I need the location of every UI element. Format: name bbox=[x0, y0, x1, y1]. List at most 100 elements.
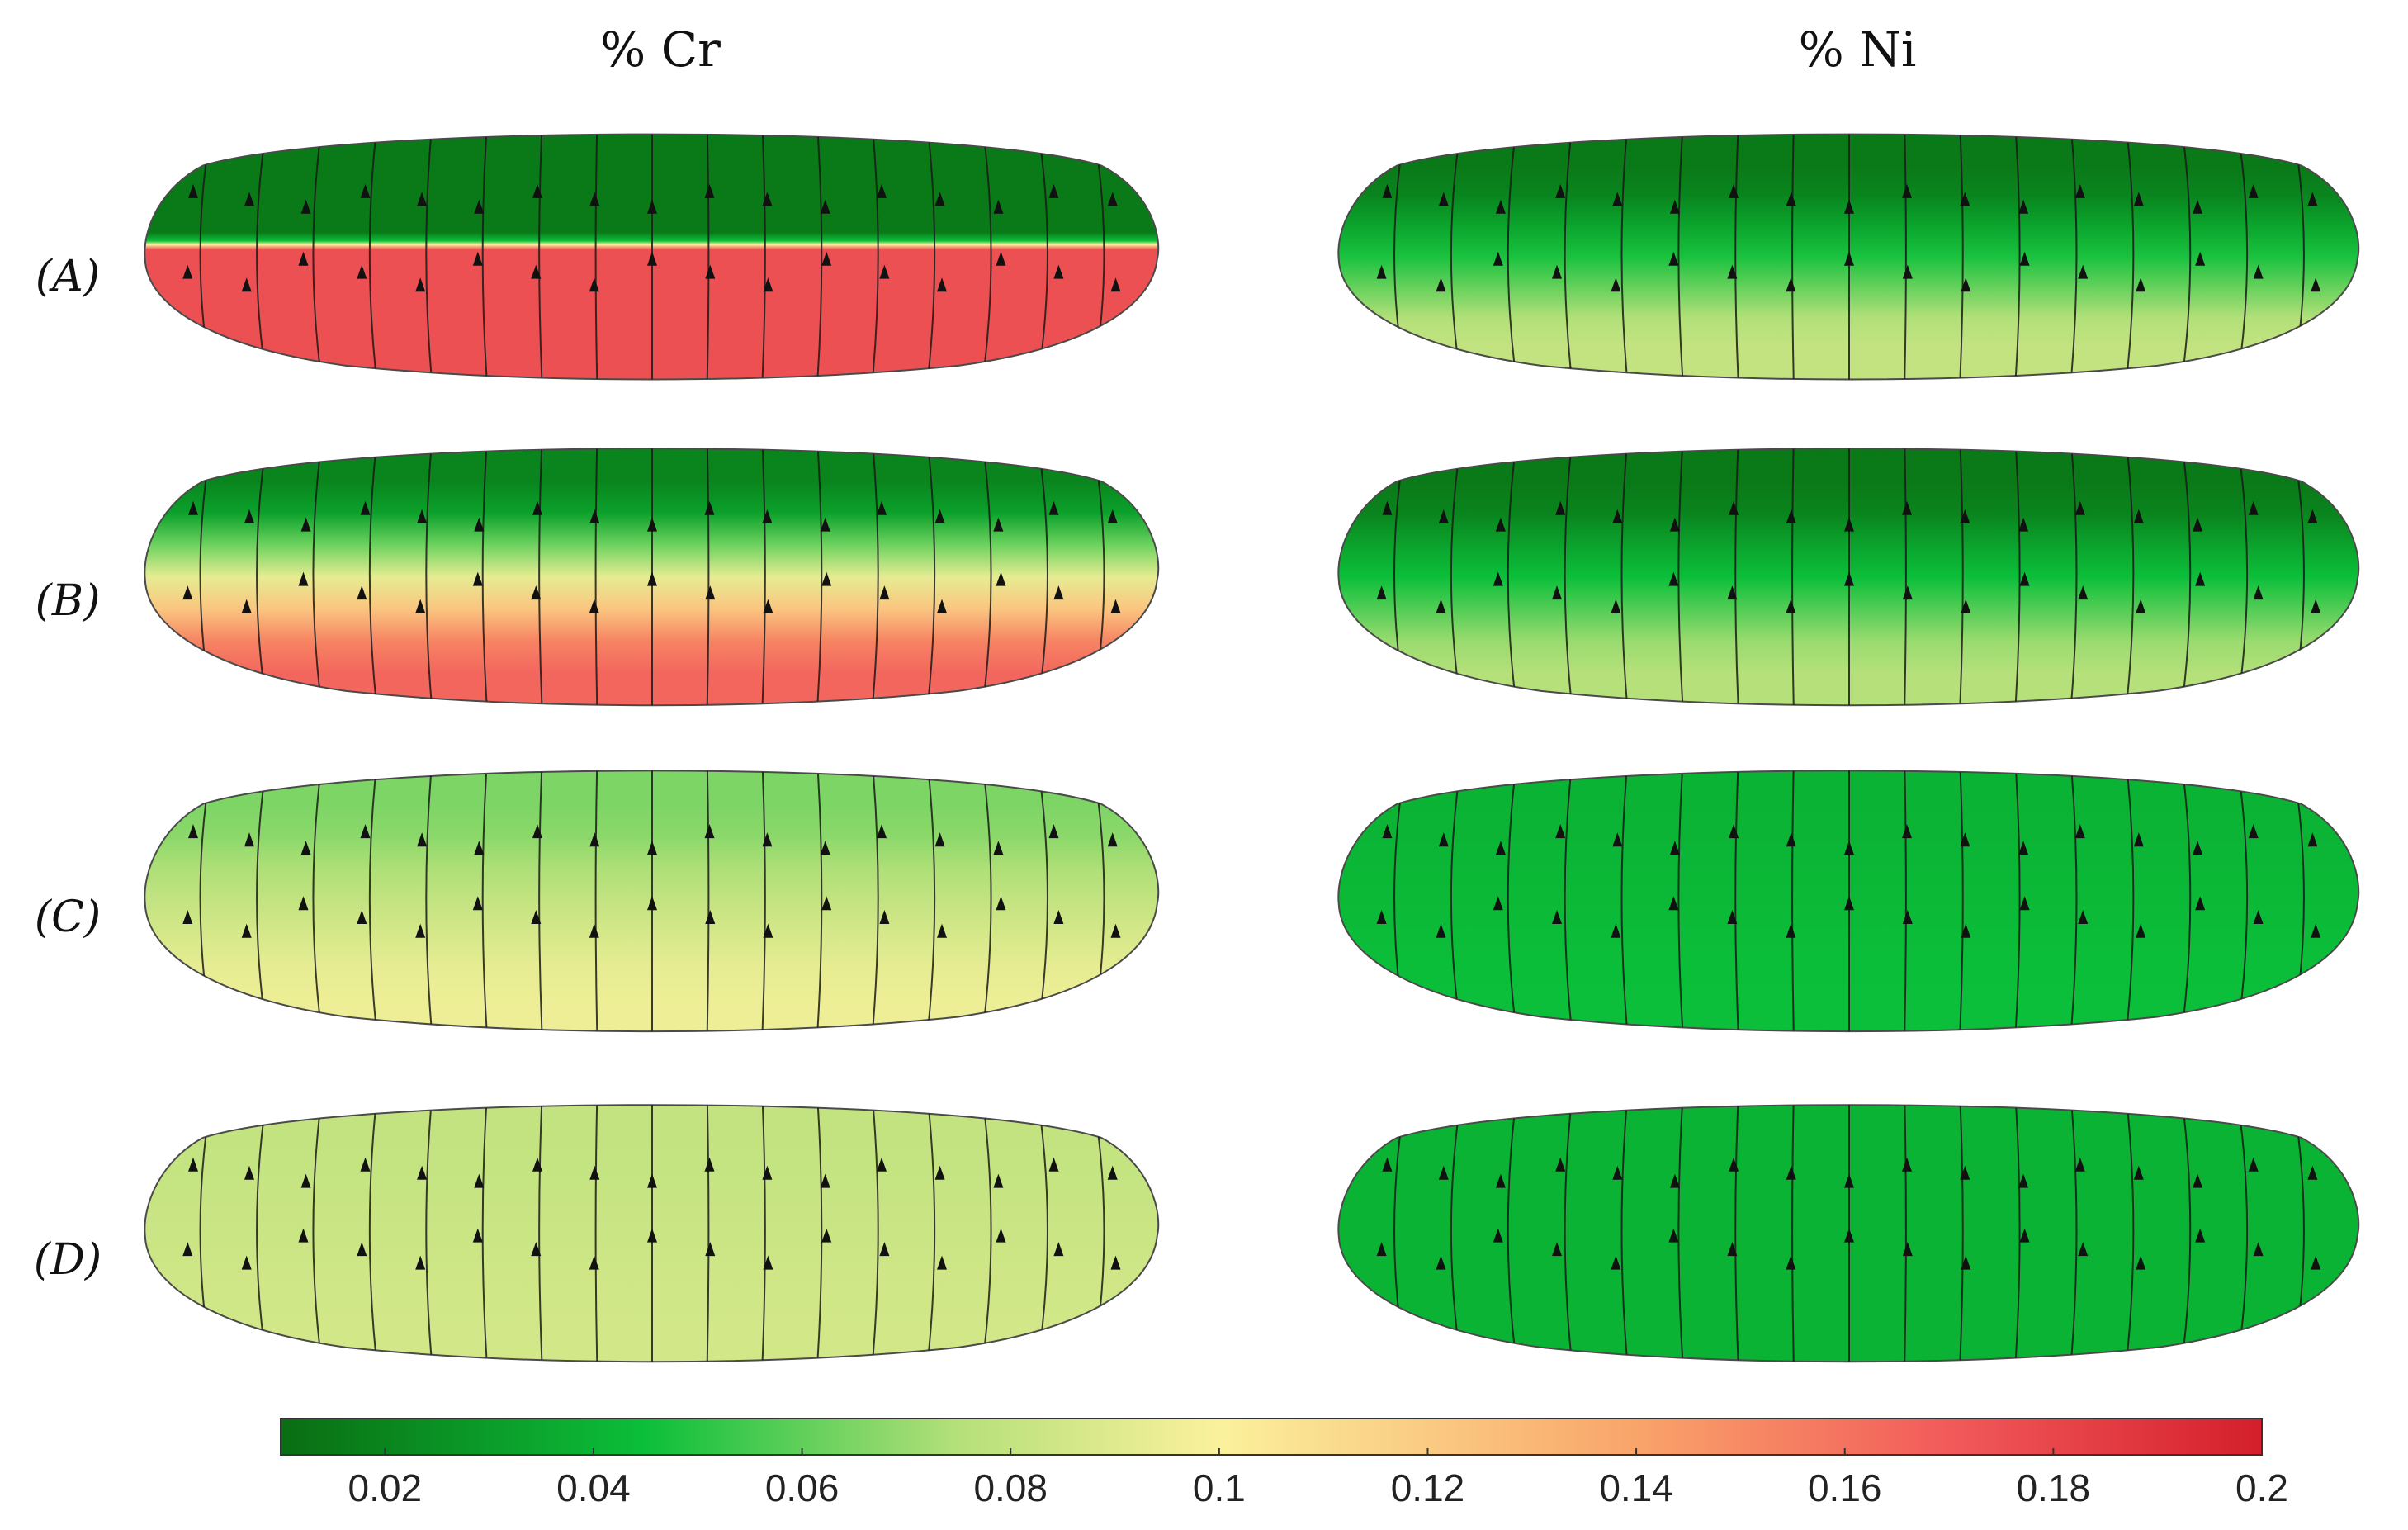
flow-arrow bbox=[1668, 1228, 1679, 1243]
flow-arrow bbox=[360, 183, 371, 198]
flow-arrow bbox=[1110, 1255, 1121, 1270]
flow-arrow bbox=[415, 277, 426, 292]
flow-arrow bbox=[188, 1157, 198, 1172]
flow-arrow bbox=[244, 1165, 254, 1180]
column-title-ni: % Ni bbox=[1799, 21, 1917, 78]
flow-arrow bbox=[1048, 183, 1059, 198]
colorbar-ticks: 0.02 0.04 0.06 0.08 0.1 0.12 0.14 0.16 0.18 0.2 bbox=[348, 1448, 2288, 1509]
flow-arrow bbox=[357, 1242, 367, 1257]
streamline bbox=[1620, 448, 1630, 706]
streamline bbox=[2069, 448, 2078, 706]
flow-arrow bbox=[2136, 599, 2146, 613]
flow-arrow bbox=[472, 251, 483, 266]
flow-arrow bbox=[1902, 910, 1913, 924]
streamline bbox=[1958, 448, 1964, 706]
flow-arrow bbox=[300, 841, 311, 855]
flow-arrow bbox=[2078, 264, 2089, 279]
flow-arrow bbox=[762, 509, 773, 523]
flow-arrow bbox=[877, 824, 887, 839]
streamline bbox=[980, 770, 992, 1032]
flow-arrow bbox=[647, 571, 657, 586]
flow-arrow bbox=[300, 517, 311, 532]
flow-arrow bbox=[1376, 264, 1387, 279]
flow-arrow bbox=[821, 1228, 832, 1243]
flow-arrow bbox=[877, 500, 887, 515]
flow-arrow bbox=[820, 517, 830, 532]
flow-arrow bbox=[1727, 910, 1738, 924]
flow-arrow bbox=[531, 585, 542, 600]
panel-ni-d bbox=[1337, 1104, 2360, 1363]
flow-arrow bbox=[2078, 1242, 2089, 1257]
streamline bbox=[312, 134, 324, 380]
streamline bbox=[368, 448, 379, 706]
flow-arrow bbox=[244, 509, 254, 523]
flow-arrow bbox=[589, 1165, 600, 1180]
streamline bbox=[2069, 1105, 2078, 1362]
streamline bbox=[2179, 770, 2192, 1032]
flow-arrow bbox=[589, 923, 599, 938]
flow-arrow bbox=[589, 832, 600, 847]
streamline bbox=[925, 770, 936, 1032]
streamline bbox=[760, 1105, 766, 1362]
streamlines bbox=[1376, 448, 2321, 706]
flow-arrow bbox=[1786, 832, 1796, 847]
streamline bbox=[760, 448, 766, 706]
streamline bbox=[1620, 1105, 1630, 1362]
streamline bbox=[2179, 1105, 2192, 1362]
flow-arrow bbox=[360, 824, 371, 839]
flow-arrow bbox=[1669, 1173, 1680, 1188]
flow-arrow bbox=[1611, 1255, 1621, 1270]
colorbar-tick-label: 0.02 bbox=[348, 1466, 423, 1509]
flow-arrow bbox=[2078, 585, 2089, 600]
flow-arrow bbox=[1668, 896, 1679, 911]
flow-arrow bbox=[2311, 277, 2321, 292]
flow-arrow bbox=[2133, 192, 2144, 206]
streamline bbox=[2069, 770, 2078, 1032]
flow-arrow bbox=[241, 599, 252, 613]
streamline bbox=[1564, 134, 1574, 380]
flow-arrow bbox=[1902, 585, 1913, 600]
flow-arrow bbox=[2307, 1165, 2318, 1180]
flow-arrow bbox=[2136, 277, 2146, 292]
streamline bbox=[1507, 448, 1519, 706]
flow-arrow bbox=[1438, 509, 1449, 523]
streamline bbox=[481, 770, 489, 1032]
colorbar-tick-label: 0.08 bbox=[973, 1466, 1048, 1509]
flow-arrow bbox=[762, 192, 773, 206]
flow-arrow bbox=[704, 183, 715, 198]
flow-arrow bbox=[821, 251, 832, 266]
flow-arrow bbox=[1669, 517, 1680, 532]
flow-arrow bbox=[1786, 1255, 1796, 1270]
streamline bbox=[816, 134, 823, 380]
flow-arrow bbox=[2253, 1242, 2264, 1257]
flow-arrow bbox=[879, 264, 890, 279]
colorbar-tick-label: 0.16 bbox=[1808, 1466, 1882, 1509]
flow-arrow bbox=[763, 1255, 773, 1270]
streamline bbox=[925, 448, 936, 706]
flow-arrow bbox=[647, 251, 657, 266]
flow-arrow bbox=[182, 910, 193, 924]
flow-arrow bbox=[705, 1242, 716, 1257]
flow-arrow bbox=[1729, 183, 1739, 198]
flow-arrow bbox=[1612, 832, 1623, 847]
flow-arrow bbox=[937, 1255, 947, 1270]
flow-arrow bbox=[244, 192, 254, 206]
flow-arrow bbox=[993, 1173, 1004, 1188]
flow-arrow bbox=[2133, 1165, 2144, 1180]
flow-arrow bbox=[472, 1228, 483, 1243]
streamline bbox=[2179, 134, 2192, 380]
flow-arrow bbox=[1555, 500, 1566, 515]
flow-arrow bbox=[2253, 910, 2264, 924]
flow-arrow bbox=[1376, 910, 1387, 924]
flow-arrow bbox=[647, 199, 657, 214]
flow-arrow bbox=[1668, 251, 1679, 266]
flow-arrow bbox=[934, 192, 945, 206]
flow-arrow bbox=[993, 199, 1004, 214]
streamline bbox=[870, 134, 879, 380]
streamline bbox=[368, 770, 379, 1032]
streamline bbox=[1903, 448, 1907, 706]
streamline bbox=[1677, 134, 1685, 380]
flow-arrow bbox=[415, 1255, 426, 1270]
flow-arrow bbox=[589, 509, 600, 523]
